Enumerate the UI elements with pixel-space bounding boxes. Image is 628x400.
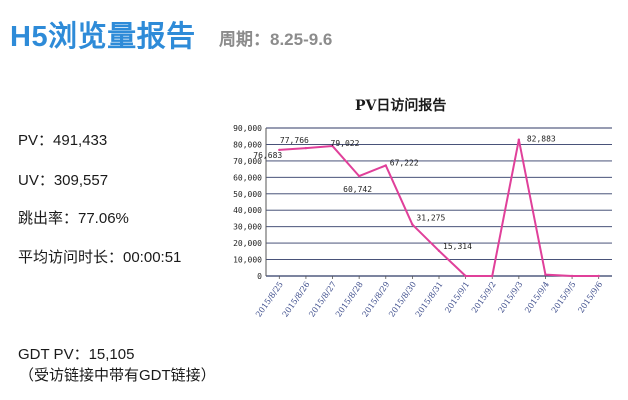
data-point bbox=[384, 164, 387, 167]
x-tick-label: 2015/9/6 bbox=[576, 280, 604, 315]
bounce-rate-stat: 跳出率：77.06% bbox=[18, 210, 129, 227]
data-point bbox=[437, 249, 441, 253]
data-point bbox=[570, 274, 574, 278]
y-tick-label: 60,000 bbox=[233, 173, 262, 182]
y-tick-label: 90,000 bbox=[233, 124, 262, 133]
data-label: 77,766 bbox=[280, 136, 309, 145]
data-point bbox=[411, 223, 414, 226]
y-tick-label: 50,000 bbox=[233, 190, 262, 199]
report-title: H5浏览量报告 bbox=[10, 21, 196, 53]
y-tick-label: 30,000 bbox=[233, 223, 262, 232]
data-point bbox=[331, 144, 334, 148]
data-point bbox=[517, 138, 521, 141]
y-tick-label: 0 bbox=[257, 272, 262, 281]
data-label: 79,022 bbox=[331, 139, 360, 148]
data-point bbox=[278, 148, 281, 152]
data-label: 82,883 bbox=[527, 135, 556, 144]
data-label: 31,275 bbox=[416, 214, 445, 223]
x-tick-label: 2015/9/5 bbox=[550, 280, 578, 315]
data-label: 60,742 bbox=[343, 185, 372, 194]
y-tick-label: 10,000 bbox=[233, 256, 262, 265]
uv-stat: UV：309,557 bbox=[18, 172, 109, 189]
pv-stat: PV：491,433 bbox=[18, 132, 108, 149]
pv-series-line bbox=[279, 138, 599, 277]
y-tick-label: 40,000 bbox=[233, 206, 262, 215]
x-tick-label: 2015/9/2 bbox=[470, 280, 498, 315]
y-tick-label: 20,000 bbox=[233, 239, 262, 248]
x-tick-label: 2015/8/31 bbox=[414, 280, 445, 319]
gdt-note: （受访链接中带有GDT链接） bbox=[19, 367, 216, 384]
data-point bbox=[464, 274, 467, 278]
data-point bbox=[357, 174, 361, 178]
gdt-pv-stat: GDT PV：15,105 bbox=[18, 346, 135, 363]
report-period: 周期：8.25-9.6 bbox=[219, 30, 333, 49]
chart-title: PV日访问报告 bbox=[355, 98, 447, 114]
x-tick-label: 2015/9/3 bbox=[496, 280, 524, 315]
y-tick-label: 80,000 bbox=[233, 140, 262, 149]
data-label: 15,314 bbox=[443, 242, 472, 251]
data-point bbox=[491, 274, 494, 278]
data-label: 76,683 bbox=[253, 151, 282, 160]
avg-duration-stat: 平均访问时长：00:00:51 bbox=[18, 249, 182, 266]
data-point bbox=[544, 273, 547, 276]
x-tick-label: 2015/9/1 bbox=[443, 280, 471, 315]
data-point bbox=[304, 146, 308, 150]
x-tick-label: 2015/9/4 bbox=[523, 280, 551, 315]
y-tick-label: 70,000 bbox=[233, 157, 262, 166]
data-point bbox=[597, 274, 600, 278]
data-label: 67,222 bbox=[390, 158, 419, 167]
